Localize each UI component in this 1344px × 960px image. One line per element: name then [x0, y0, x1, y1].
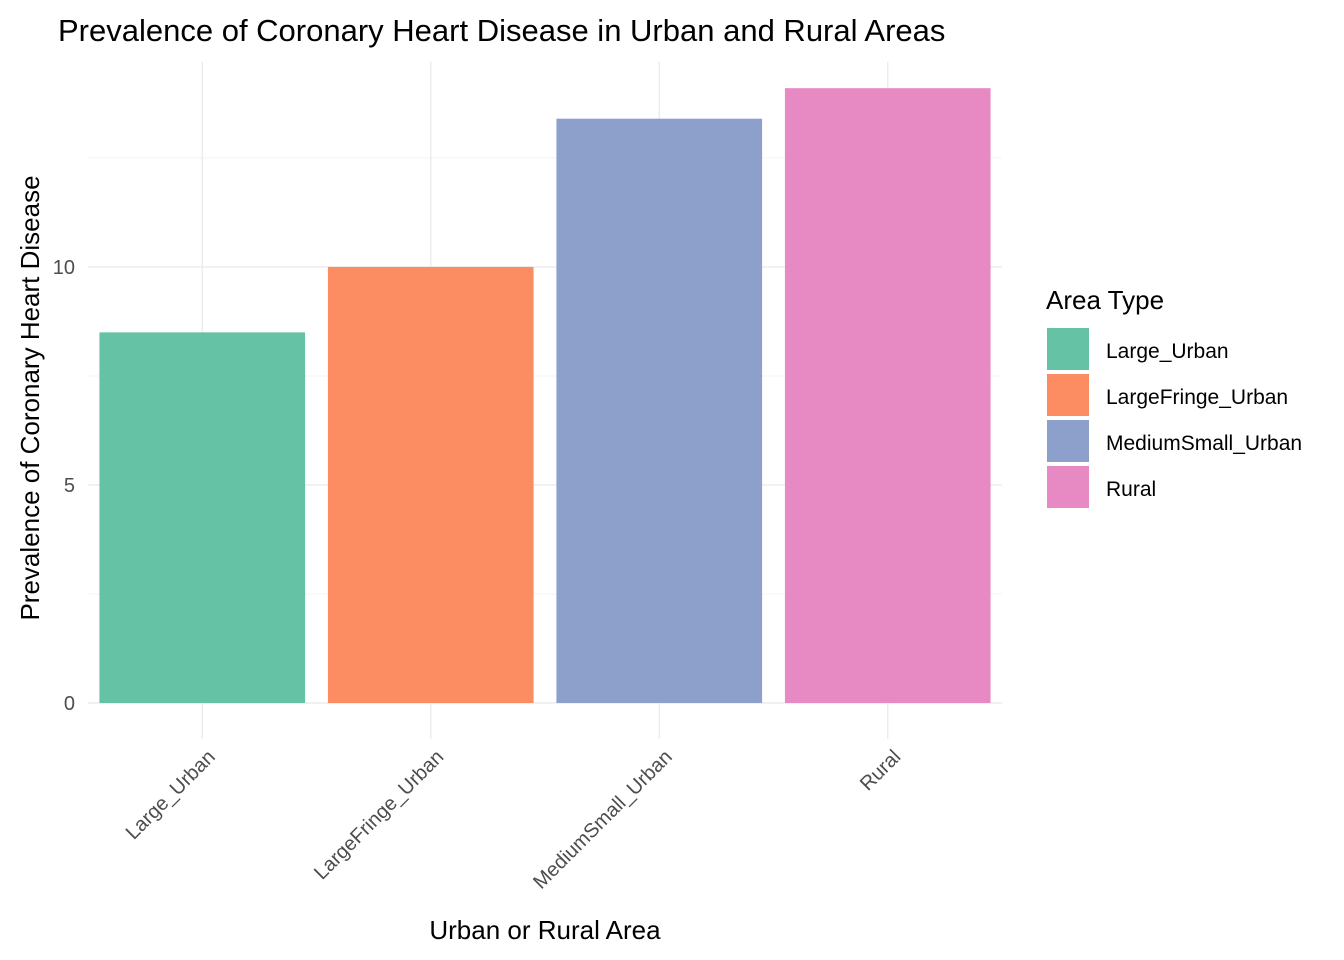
x-tick-label: Large_Urban [122, 746, 220, 844]
bars [99, 88, 991, 703]
bar-large-urban [99, 332, 306, 703]
legend-key [1047, 374, 1089, 416]
legend-label: Large_Urban [1106, 340, 1229, 363]
bar-largefringe-urban [327, 266, 534, 703]
x-tick-label: LargeFringe_Urban [310, 746, 448, 884]
x-axis-title: Urban or Rural Area [429, 915, 661, 945]
chart-title: Prevalence of Coronary Heart Disease in … [58, 13, 945, 48]
y-tick-labels: 0 5 10 [53, 257, 75, 715]
bar-rural [784, 88, 991, 703]
bar-mediumsmall-urban [556, 118, 763, 703]
x-tick-labels: Large_Urban LargeFringe_Urban MediumSmall_… [122, 746, 906, 894]
legend-label: MediumSmall_Urban [1106, 432, 1302, 455]
legend-key [1047, 328, 1089, 370]
legend-key [1047, 420, 1089, 462]
legend-label: LargeFringe_Urban [1106, 386, 1288, 409]
x-tick-label: Rural [856, 746, 905, 795]
y-tick-label: 5 [64, 475, 75, 497]
legend: Area Type Large_Urban LargeFringe_Urban Me… [1046, 285, 1302, 508]
legend-title: Area Type [1046, 285, 1164, 315]
y-tick-label: 10 [53, 257, 75, 279]
y-axis-title: Prevalence of Coronary Heart Disease [15, 175, 45, 620]
legend-key [1047, 466, 1089, 508]
x-tick-label: MediumSmall_Urban [529, 746, 677, 894]
legend-label: Rural [1106, 478, 1156, 501]
y-tick-label: 0 [64, 693, 75, 715]
